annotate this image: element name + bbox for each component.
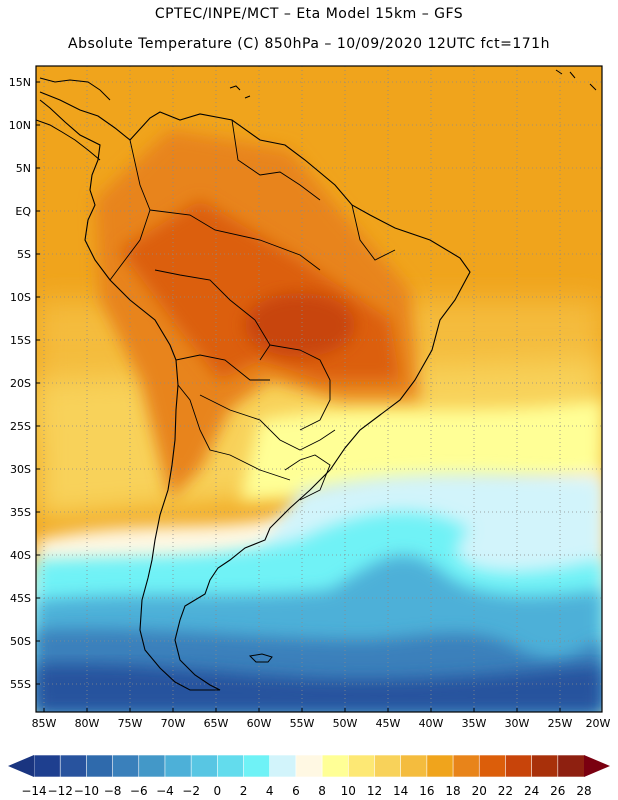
colorbar-box xyxy=(531,754,559,778)
lon-label: 20W xyxy=(586,717,611,730)
colorbar-over-arrow xyxy=(584,755,610,777)
colorbar-tick-label: −4 xyxy=(156,784,174,798)
lat-label: 15S xyxy=(10,334,31,347)
colorbar-tick-label: −12 xyxy=(48,784,73,798)
colorbar-tick-label: 22 xyxy=(498,784,513,798)
colorbar-under-arrow xyxy=(8,755,34,777)
colorbar-box xyxy=(112,754,140,778)
field-warm-22 xyxy=(245,293,355,357)
colorbar-box xyxy=(243,754,271,778)
colorbar-tick-label: 28 xyxy=(576,784,591,798)
lon-label: 55W xyxy=(290,717,315,730)
colorbar-box xyxy=(190,754,218,778)
colorbar-tick-label: −2 xyxy=(182,784,200,798)
colorbar-box xyxy=(452,754,480,778)
lon-label: 35W xyxy=(462,717,487,730)
colorbar-tick-label: 8 xyxy=(318,784,326,798)
colorbar-tick-label: 18 xyxy=(445,784,460,798)
colorbar-tick-label: 26 xyxy=(550,784,565,798)
chart-title-line1: CPTEC/INPE/MCT – Eta Model 15km – GFS xyxy=(154,6,464,22)
longitude-labels: 85W 80W 75W 70W 65W 60W 55W 50W 45W 40W … xyxy=(32,717,611,730)
colorbar-tick-label: 6 xyxy=(292,784,300,798)
colorbar-box xyxy=(33,754,61,778)
colorbar-box xyxy=(86,754,114,778)
colorbar-box xyxy=(59,754,87,778)
lon-label: 75W xyxy=(118,717,143,730)
south-america-coastline xyxy=(39,91,471,691)
lat-label: 55S xyxy=(10,678,31,691)
colorbar-tick-label: 2 xyxy=(240,784,248,798)
country-borders xyxy=(109,119,396,501)
lon-label: 25W xyxy=(548,717,573,730)
lat-label: 20S xyxy=(10,377,31,390)
lon-label: 85W xyxy=(32,717,57,730)
lat-label: 45S xyxy=(10,592,31,605)
lon-label: 40W xyxy=(419,717,444,730)
lon-label: 45W xyxy=(376,717,401,730)
colorbar: −14 −12 −10 −8 −6 −4 −2 0 2 4 6 8 10 12 14 16 18 20 22 24 26… xyxy=(8,754,610,798)
lat-label: 15N xyxy=(9,76,31,89)
caribbean-islands xyxy=(229,69,597,99)
colorbar-box xyxy=(478,754,507,778)
colorbar-tick-label: −6 xyxy=(130,784,148,798)
axis-ticks xyxy=(36,81,561,712)
colorbar-tick-label: 0 xyxy=(214,784,222,798)
lat-label: 10N xyxy=(9,119,31,132)
colorbar-tick-label: 10 xyxy=(341,784,356,798)
colorbar-tick-label: 16 xyxy=(419,784,434,798)
lat-label: EQ xyxy=(15,205,31,218)
lat-label: 30S xyxy=(10,463,31,476)
colorbar-box xyxy=(374,754,402,778)
colorbar-box xyxy=(295,754,323,778)
central-america-coastline xyxy=(36,77,111,161)
map-frame xyxy=(35,65,603,713)
lon-label: 65W xyxy=(204,717,229,730)
lon-label: 30W xyxy=(505,717,530,730)
lat-label: 40S xyxy=(10,549,31,562)
falkland-islands xyxy=(248,653,273,663)
colorbar-tick-label: 12 xyxy=(367,784,382,798)
lon-label: 70W xyxy=(161,717,186,730)
lat-label: 5N xyxy=(16,162,31,175)
lat-label: 35S xyxy=(10,506,31,519)
colorbar-tick-label: 14 xyxy=(393,784,408,798)
colorbar-tick-label: −8 xyxy=(104,784,122,798)
lat-label: 50S xyxy=(10,635,31,648)
colorbar-box xyxy=(269,754,297,778)
field-band-neg12 xyxy=(36,664,602,712)
lon-label: 60W xyxy=(247,717,272,730)
colorbar-tick-label: 24 xyxy=(524,784,539,798)
colorbar-box xyxy=(505,754,533,778)
colorbar-box xyxy=(164,754,192,778)
colorbar-box xyxy=(138,754,166,778)
chart-title-line2: Absolute Temperature (C) 850hPa – 10/09/… xyxy=(68,36,550,52)
colorbar-box xyxy=(557,754,585,778)
colorbar-box xyxy=(321,754,349,778)
lat-label: 5S xyxy=(17,248,31,261)
lat-label: 25S xyxy=(10,420,31,433)
colorbar-tick-label: −14 xyxy=(21,784,46,798)
colorbar-box xyxy=(400,754,428,778)
colorbar-labels: −14 −12 −10 −8 −6 −4 −2 0 2 4 6 8 10 12 14 16 18 20 22 24 26… xyxy=(21,784,591,798)
colorbar-tick-label: 20 xyxy=(472,784,487,798)
colorbar-box xyxy=(217,754,245,778)
colorbar-tick-label: −10 xyxy=(74,784,99,798)
latitude-labels: 15N 10N 5N EQ 5S 10S 15S 20S 25S 30S 35S… xyxy=(9,76,32,691)
colorbar-boxes xyxy=(33,754,585,778)
colorbar-box xyxy=(426,754,454,778)
colorbar-box xyxy=(347,754,376,778)
lon-label: 50W xyxy=(333,717,358,730)
temperature-map: 15N 10N 5N EQ 5S 10S 15S 20S 25S 30S 35S… xyxy=(9,65,611,730)
colorbar-tick-label: 4 xyxy=(266,784,274,798)
lat-label: 10S xyxy=(10,291,31,304)
lon-label: 80W xyxy=(75,717,100,730)
